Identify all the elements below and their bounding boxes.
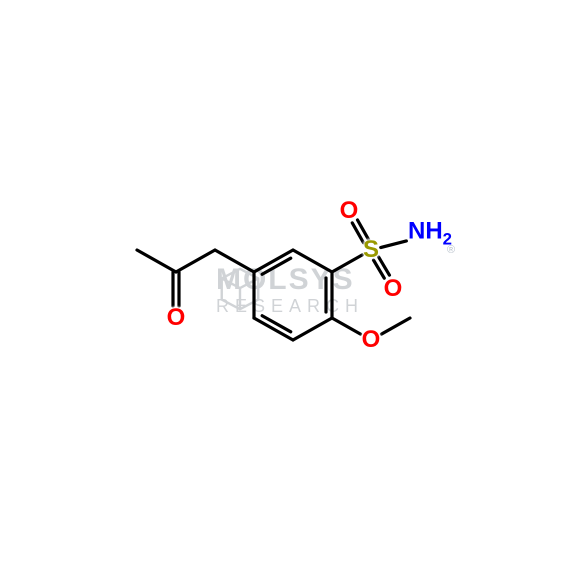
atom-label: S [363, 238, 379, 262]
molecule-canvas: MOLSYS RESEARCH OOOOSNH2 ® [0, 0, 580, 580]
bonds-layer [0, 0, 580, 580]
atom-label: O [340, 199, 359, 223]
atom-label: NH2 [408, 220, 452, 249]
atom-label: O [167, 306, 186, 330]
registered-mark: ® [447, 244, 455, 256]
atom-label: O [362, 328, 381, 352]
atom-label: O [384, 277, 403, 301]
